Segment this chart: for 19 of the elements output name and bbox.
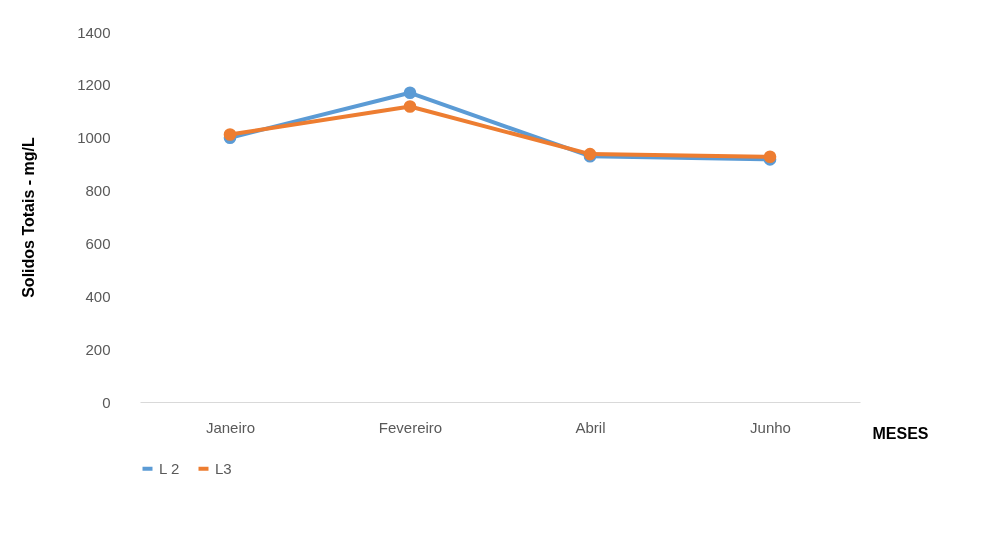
x-tick-label: Junho: [750, 418, 791, 436]
x-tick-label: Fevereiro: [378, 418, 443, 436]
legend-label: L3: [215, 459, 232, 477]
y-tick-label: 400: [85, 287, 111, 305]
y-tick-label: 1400: [77, 23, 111, 41]
x-axis-title: MESES: [872, 424, 929, 442]
y-tick-label: 200: [85, 340, 111, 358]
y-tick-label: 1000: [77, 129, 111, 147]
legend-label: L 2: [159, 459, 180, 477]
y-tick-label: 600: [85, 234, 111, 252]
y-tick-label: 800: [85, 182, 111, 200]
x-tick-label: Janeiro: [205, 418, 256, 436]
point: [223, 128, 237, 141]
x-tick-label: Abril: [575, 418, 606, 436]
y-tick-label: 1200: [77, 76, 111, 94]
point: [403, 100, 417, 113]
y-axis-title: Solidos Totais - mg/L: [20, 136, 38, 298]
point: [403, 86, 417, 100]
y-tick-label: 0: [102, 393, 111, 411]
